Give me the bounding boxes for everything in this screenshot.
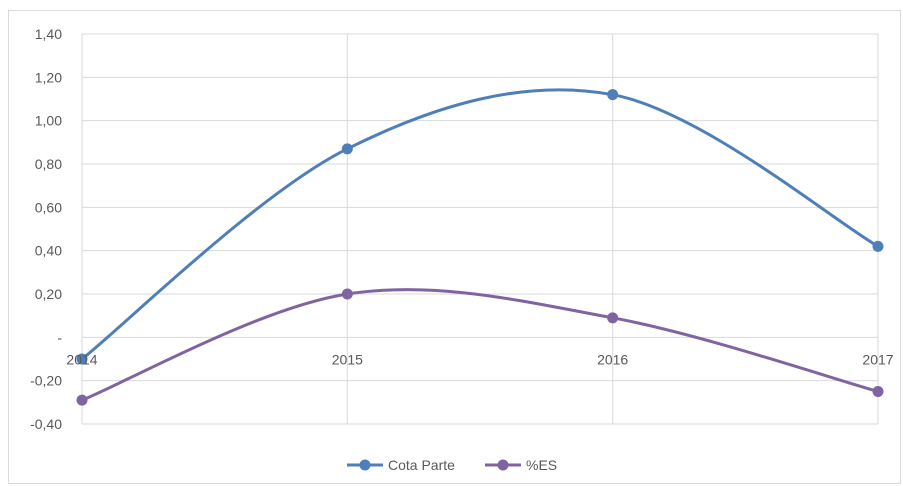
y-tick-label: 0,20 bbox=[35, 286, 62, 302]
y-tick-label: -0,20 bbox=[30, 373, 62, 389]
series-line-cota-parte bbox=[80, 88, 880, 361]
data-point-es bbox=[872, 386, 884, 397]
data-point-cota-parte bbox=[76, 353, 88, 365]
x-tick-label: 2015 bbox=[332, 351, 363, 367]
y-tick-label: 1,40 bbox=[35, 26, 62, 42]
legend-marker bbox=[497, 459, 509, 471]
data-point-es bbox=[341, 288, 353, 300]
y-tick-label: 1,00 bbox=[35, 113, 62, 129]
y-tick-label: 1,20 bbox=[35, 69, 62, 85]
y-tick-label: 0,40 bbox=[35, 243, 62, 259]
legend: Cota Parte %ES bbox=[347, 457, 557, 473]
series-line-es bbox=[80, 288, 880, 402]
data-point-cota-parte bbox=[607, 89, 619, 101]
data-point-es bbox=[76, 394, 88, 406]
data-point-es bbox=[607, 312, 619, 324]
x-tick-label: 2014 bbox=[66, 351, 97, 367]
y-tick-label: 0,80 bbox=[35, 156, 62, 172]
x-tick-label: 2017 bbox=[862, 351, 893, 367]
series-layer bbox=[76, 88, 884, 406]
grid-layer bbox=[81, 33, 879, 425]
chart-frame bbox=[8, 10, 901, 484]
y-tick-label: -0,40 bbox=[30, 416, 62, 432]
x-tick-label: 2016 bbox=[597, 351, 628, 367]
legend-marker bbox=[359, 459, 371, 471]
legend-label: %ES bbox=[526, 457, 557, 473]
y-tick-label: - bbox=[57, 329, 62, 345]
data-point-cota-parte bbox=[872, 240, 884, 252]
legend-label: Cota Parte bbox=[388, 457, 455, 473]
label-layer: 1,40 1,20 1,00 0,80 0,60 0,40 0,20 - -0,20 -0,40 2… bbox=[30, 26, 894, 432]
data-point-cota-parte bbox=[341, 143, 353, 155]
y-tick-label: 0,60 bbox=[35, 199, 62, 215]
